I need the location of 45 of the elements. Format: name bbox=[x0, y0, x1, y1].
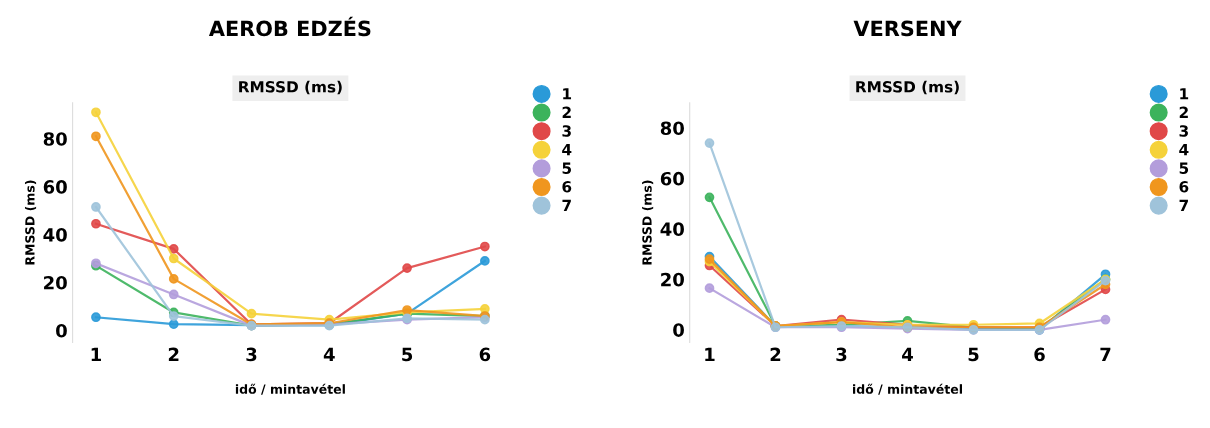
legend-label: 7 bbox=[1179, 199, 1188, 211]
x-axis-title: idő / mintavétel bbox=[853, 383, 962, 395]
legend-label: 3 bbox=[1179, 125, 1188, 137]
legend-label: 4 bbox=[562, 144, 572, 156]
legend-label: 2 bbox=[1179, 106, 1188, 118]
y-tick-label: 20 bbox=[44, 275, 67, 290]
legend-label: 1 bbox=[563, 88, 572, 100]
x-tick-label: 5 bbox=[968, 347, 979, 362]
x-tick-label: 3 bbox=[246, 347, 257, 362]
y-axis-title: RMSSD (ms) bbox=[642, 180, 654, 265]
y-tick-label: 40 bbox=[660, 222, 684, 236]
x-tick-label: 3 bbox=[836, 347, 847, 362]
legend-label: 4 bbox=[1179, 144, 1189, 156]
y-tick-label: 60 bbox=[660, 171, 684, 186]
x-tick-label: 1 bbox=[91, 347, 101, 361]
y-tick-label: 0 bbox=[673, 323, 684, 337]
legend-label: 5 bbox=[1179, 162, 1189, 174]
y-tick-label: 80 bbox=[43, 132, 67, 146]
y-tick-label: 0 bbox=[56, 323, 67, 338]
chart-title: VERSENY bbox=[853, 20, 962, 37]
chart-subtitle: RMSSD (ms) bbox=[239, 80, 342, 95]
legend-label: 3 bbox=[562, 125, 571, 137]
y-tick-label: 60 bbox=[43, 180, 67, 194]
legend-label: 6 bbox=[562, 181, 572, 193]
legend-label: 6 bbox=[1179, 181, 1189, 193]
chart-title: AEROB EDZÉS bbox=[208, 16, 371, 37]
x-axis-title: idő / mintavétel bbox=[235, 383, 345, 395]
y-axis-title: RMSSD (ms) bbox=[24, 180, 37, 265]
legend-label: 2 bbox=[562, 106, 571, 118]
x-tick-label: 4 bbox=[902, 347, 913, 361]
x-tick-label: 6 bbox=[1034, 347, 1045, 362]
y-tick-label: 20 bbox=[661, 272, 684, 287]
legend-label: 1 bbox=[1180, 88, 1189, 100]
x-tick-label: 6 bbox=[479, 347, 491, 362]
legend-label: 7 bbox=[562, 199, 571, 211]
y-tick-label: 40 bbox=[43, 228, 67, 242]
legend-label: 5 bbox=[562, 162, 572, 174]
x-tick-label: 2 bbox=[168, 347, 179, 361]
y-tick-label: 80 bbox=[660, 121, 684, 136]
x-tick-label: 7 bbox=[1100, 347, 1111, 361]
chart-subtitle: RMSSD (ms) bbox=[856, 80, 959, 95]
x-tick-label: 2 bbox=[770, 347, 781, 361]
x-tick-label: 5 bbox=[402, 347, 413, 362]
x-tick-label: 1 bbox=[705, 347, 715, 361]
x-tick-label: 4 bbox=[323, 347, 335, 361]
